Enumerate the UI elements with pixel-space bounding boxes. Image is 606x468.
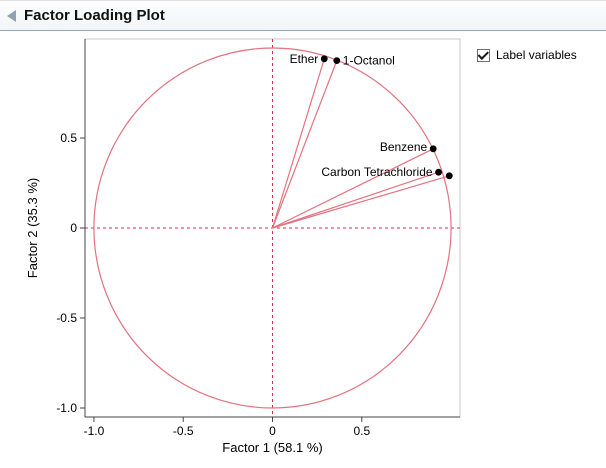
x-tick-label: -1.0 <box>84 424 105 438</box>
y-tick-label: 0.5 <box>60 131 77 145</box>
loading-point[interactable] <box>320 55 328 63</box>
loading-point[interactable] <box>435 168 442 176</box>
loading-ray <box>271 58 325 229</box>
y-tick-label: -1.0 <box>56 401 77 415</box>
loading-ray <box>272 175 450 229</box>
loading-point[interactable] <box>429 145 437 153</box>
unit-circle <box>93 47 452 409</box>
loading-plot-area[interactable]: Ether 1-Octanol Benzene Carbon Tetrachlorid… <box>0 31 606 468</box>
loading-point[interactable] <box>333 57 341 64</box>
x-axis-title: Factor 1 (58.1 %) <box>222 440 322 455</box>
point-label: Ether <box>290 52 319 66</box>
point-label: 1-Octanol <box>343 54 395 68</box>
checkbox-box[interactable] <box>477 48 490 62</box>
loading-ray <box>272 171 439 229</box>
x-tick-label: 0 <box>269 424 276 438</box>
panel-title: Factor Loading Plot <box>24 7 165 24</box>
panel-titlebar: Factor Loading Plot <box>0 1 606 31</box>
loading-ray <box>272 148 434 229</box>
loading-point[interactable] <box>445 172 453 180</box>
x-tick-label: 0.5 <box>353 424 370 438</box>
loading-plot-svg[interactable]: Ether 1-Octanol Benzene Carbon Tetrachlorid… <box>0 31 606 468</box>
checkbox-label: Label variables <box>496 48 577 62</box>
y-axis-title: Factor 2 (35.3 %) <box>25 178 40 278</box>
loading-ray <box>271 60 338 229</box>
point-label: Carbon Tetrachloride <box>321 165 433 179</box>
label-variables-checkbox[interactable]: Label variables <box>477 48 577 62</box>
checkmark-icon <box>477 48 489 60</box>
point-label: Benzene <box>380 140 428 154</box>
x-tick-label: -0.5 <box>173 424 194 438</box>
y-tick-label: 0 <box>70 221 77 235</box>
disclosure-triangle-icon[interactable] <box>7 9 16 22</box>
y-tick-label: -0.5 <box>56 311 77 325</box>
